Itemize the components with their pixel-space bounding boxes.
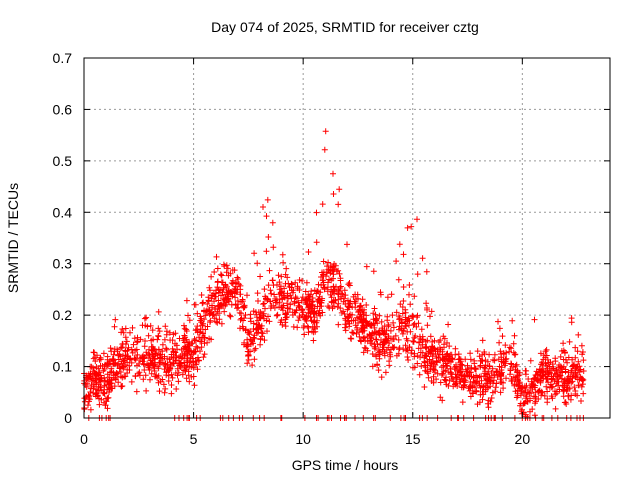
y-tick-label: 0.7 [53, 50, 73, 66]
srmtid-point [81, 128, 587, 421]
x-tick-label: 5 [190, 431, 198, 447]
y-tick-label: 0.6 [53, 101, 73, 117]
y-tick-label: 0.5 [53, 153, 73, 169]
y-axis-label: SRMTID / TECUs [5, 183, 21, 293]
x-tick-label: 20 [515, 431, 531, 447]
x-tick-label: 0 [80, 431, 88, 447]
y-tick-label: 0.3 [53, 256, 73, 272]
y-tick-label: 0 [64, 410, 72, 426]
y-tick-label: 0.4 [53, 204, 73, 220]
x-tick-label: 10 [295, 431, 311, 447]
y-tick-labels: 0 0.1 0.2 0.3 0.4 0.5 0.6 0.7 [53, 50, 73, 426]
plot-frame [83, 57, 611, 419]
x-tick-label: 15 [405, 431, 421, 447]
chart-title: Day 074 of 2025, SRMTID for receiver czt… [211, 19, 479, 35]
x-tick-labels: 0 5 10 15 20 [80, 431, 530, 447]
data-points [81, 128, 587, 421]
x-axis-label: GPS time / hours [292, 457, 399, 473]
y-tick-label: 0.1 [53, 359, 73, 375]
y-tick-label: 0.2 [53, 307, 73, 323]
